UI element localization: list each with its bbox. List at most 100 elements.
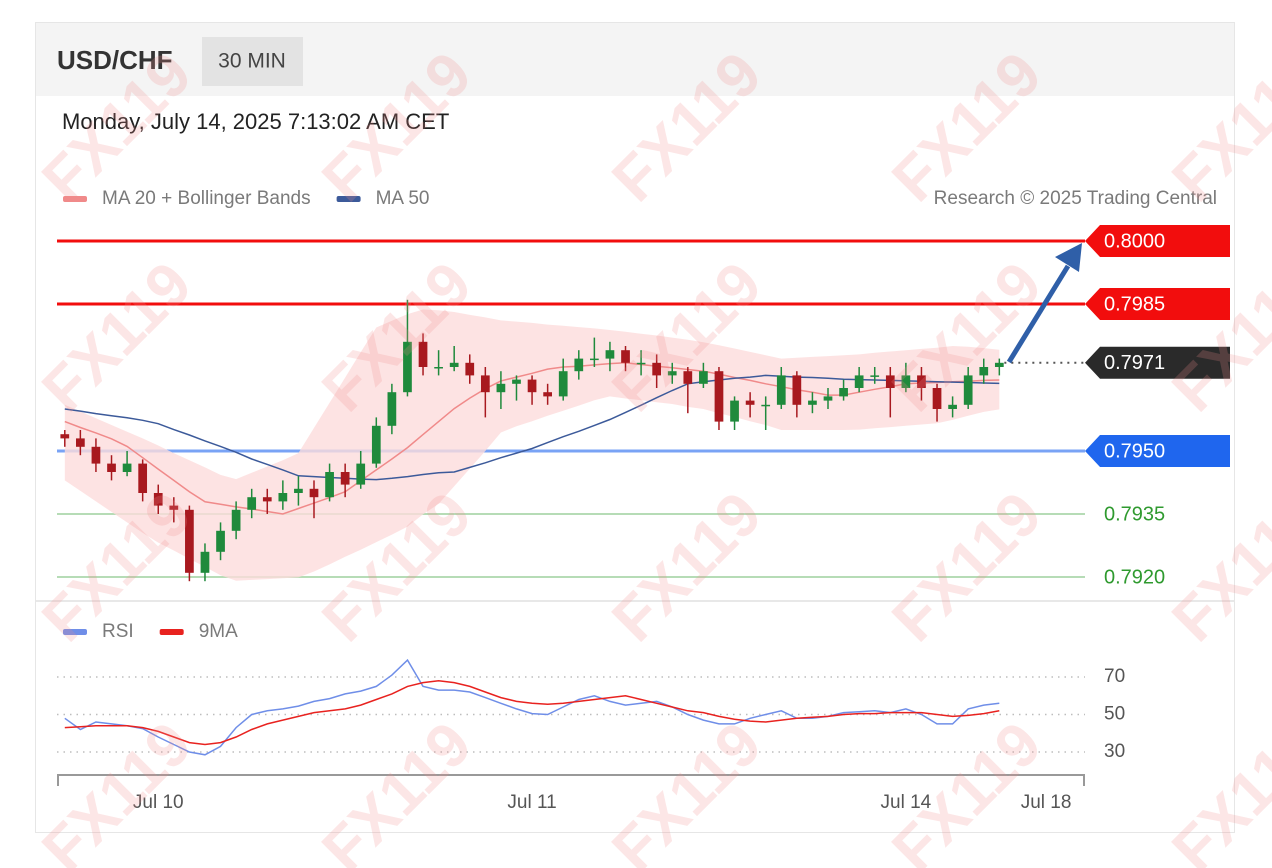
candle-body bbox=[138, 463, 148, 493]
candle-body bbox=[917, 375, 926, 388]
candle-body bbox=[558, 371, 568, 397]
candle-body bbox=[76, 438, 85, 447]
rsi-line bbox=[64, 680, 1000, 746]
candle-body bbox=[309, 488, 319, 498]
candle-body bbox=[994, 362, 1004, 367]
candle-body bbox=[543, 392, 552, 397]
candle-body bbox=[932, 388, 942, 409]
candle-body bbox=[714, 371, 724, 422]
candle-body bbox=[667, 371, 677, 376]
candle-body bbox=[449, 362, 459, 367]
candle-body bbox=[278, 493, 288, 502]
interval[interactable]: 30 MIN bbox=[218, 50, 286, 73]
x-tick-label: Jul 14 bbox=[881, 792, 932, 813]
candle-body bbox=[948, 404, 957, 409]
level-label: 0.7920 bbox=[1104, 566, 1165, 588]
candle-body bbox=[496, 383, 506, 393]
y-tick-label: 30 bbox=[1104, 741, 1125, 762]
candle-body bbox=[870, 375, 880, 377]
legend-label: MA 50 bbox=[376, 188, 430, 209]
candle-body bbox=[776, 375, 786, 405]
arrow-head bbox=[1055, 243, 1082, 272]
candle-body bbox=[527, 379, 537, 393]
legend-swatch bbox=[63, 629, 87, 635]
arrow-shaft bbox=[1006, 264, 1071, 364]
candle-body bbox=[91, 446, 101, 464]
candle-body bbox=[465, 362, 475, 376]
candle-body bbox=[169, 505, 179, 510]
symbol: USD/CHF bbox=[57, 45, 173, 75]
candle-body bbox=[621, 350, 630, 363]
x-tick-label: Jul 10 bbox=[133, 792, 184, 813]
candle-body bbox=[683, 371, 693, 384]
candle-body bbox=[636, 362, 646, 365]
level-tag bbox=[1085, 435, 1230, 467]
candle-body bbox=[574, 358, 584, 372]
candle-body bbox=[231, 509, 241, 531]
level-label: 0.7950 bbox=[1104, 440, 1165, 462]
level-label: 0.7935 bbox=[1104, 503, 1165, 525]
candle-body bbox=[963, 375, 973, 405]
candle-body bbox=[247, 497, 257, 510]
candle-body bbox=[854, 375, 864, 388]
candle-body bbox=[590, 358, 599, 361]
ma-line bbox=[64, 374, 1000, 481]
legend-label: RSI bbox=[102, 621, 134, 642]
candle-body bbox=[434, 367, 443, 369]
candle-body bbox=[403, 341, 412, 393]
y-tick-label: 70 bbox=[1104, 666, 1125, 687]
x-tick-label: Jul 18 bbox=[1021, 792, 1072, 813]
legend-swatch bbox=[63, 196, 87, 202]
forecast-arrow bbox=[1006, 243, 1082, 364]
candle-body bbox=[885, 375, 895, 388]
legend-swatch bbox=[336, 196, 361, 202]
interval-box[interactable] bbox=[202, 37, 303, 86]
candle-body bbox=[823, 396, 833, 401]
candle-body bbox=[512, 379, 521, 384]
plot: 0.8000 0.7985 0.7971 0.7950 0.7935 0.7920 MA 2… bbox=[57, 188, 1230, 813]
source: Research © 2025 Trading Central bbox=[934, 188, 1217, 209]
level-label: 0.7971 bbox=[1104, 352, 1165, 374]
level-label: 0.7985 bbox=[1104, 293, 1165, 315]
candle-body bbox=[356, 463, 366, 485]
candle-body bbox=[60, 434, 70, 439]
candle-body bbox=[792, 375, 802, 405]
candle-body bbox=[652, 362, 662, 376]
level-tag bbox=[1085, 346, 1230, 379]
candle-body bbox=[480, 375, 490, 393]
legend-swatch bbox=[159, 629, 184, 635]
timestamp: Monday, July 14, 2025 7:13:02 AM CET bbox=[62, 109, 449, 134]
candle-body bbox=[839, 388, 848, 397]
candle-body bbox=[216, 530, 225, 552]
candle-body bbox=[294, 488, 303, 493]
candle-body bbox=[200, 551, 210, 573]
candle-body bbox=[262, 497, 272, 502]
level-label: 0.8000 bbox=[1104, 230, 1165, 252]
candle-body bbox=[699, 371, 708, 384]
card bbox=[35, 22, 1235, 833]
candle-body bbox=[325, 472, 334, 498]
candle-body bbox=[387, 392, 397, 426]
candle-body bbox=[979, 367, 989, 376]
candle-body bbox=[730, 400, 739, 422]
candle-body bbox=[418, 341, 428, 367]
candle-body bbox=[371, 425, 381, 464]
candle-body bbox=[340, 472, 350, 485]
level-tag bbox=[1085, 225, 1230, 257]
x-tick-label: Jul 11 bbox=[507, 792, 556, 813]
candle-body bbox=[761, 404, 771, 407]
candle-body bbox=[185, 509, 194, 573]
candle-body bbox=[122, 463, 132, 472]
bollinger-band bbox=[64, 309, 1000, 581]
candle-body bbox=[107, 463, 116, 472]
candle-body bbox=[153, 493, 163, 506]
legend-label: 9MA bbox=[199, 621, 238, 642]
rsi-line bbox=[64, 658, 1000, 756]
legend-label: MA 20 + Bollinger Bands bbox=[102, 188, 311, 209]
level-tag bbox=[1085, 288, 1230, 320]
candle-body bbox=[745, 400, 755, 405]
candle-body bbox=[605, 350, 615, 359]
y-tick-label: 50 bbox=[1104, 704, 1125, 725]
